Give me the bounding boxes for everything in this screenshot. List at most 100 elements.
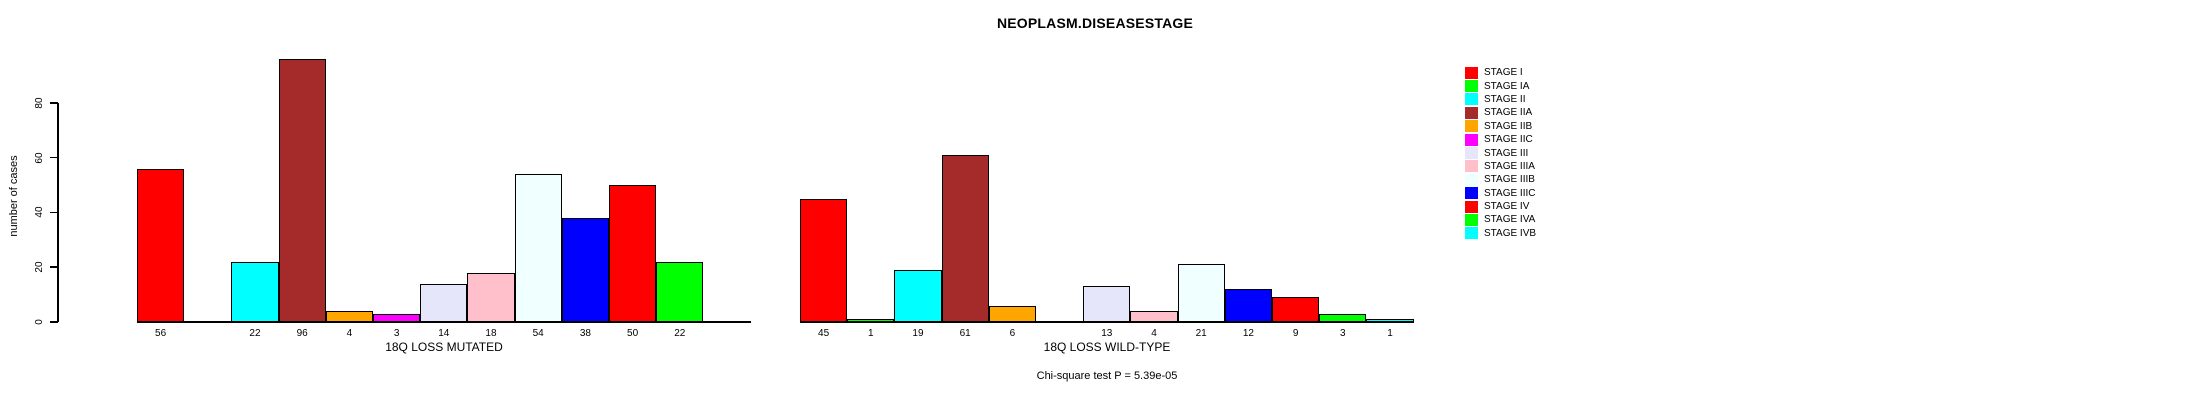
legend-swatch bbox=[1465, 93, 1478, 106]
bar-value-label: 6 bbox=[1009, 328, 1016, 339]
legend-label: STAGE IIC bbox=[1484, 134, 1533, 146]
legend-swatch bbox=[1465, 106, 1478, 119]
legend-item-stage-iii: STAGE III bbox=[1465, 146, 1536, 160]
legend-swatch bbox=[1465, 147, 1478, 160]
legend-swatch bbox=[1465, 66, 1478, 79]
y-axis-tick bbox=[50, 102, 58, 104]
legend-label: STAGE IVA bbox=[1484, 214, 1536, 226]
legend-swatch bbox=[1465, 133, 1478, 146]
y-axis-tick bbox=[50, 211, 58, 214]
bar-18q-loss-mutated-stage-iic bbox=[373, 313, 421, 322]
legend-label: STAGE IIB bbox=[1484, 120, 1533, 132]
y-axis-tick-label: 40 bbox=[33, 206, 45, 218]
legend-item-stage-i: STAGE I bbox=[1465, 66, 1536, 79]
bar-18q-loss-wild-type-stage-ii bbox=[894, 269, 942, 322]
bar-value-label: 50 bbox=[627, 328, 639, 339]
bar-value-label: 54 bbox=[532, 328, 544, 339]
bar-18q-loss-wild-type-stage-i bbox=[800, 198, 848, 322]
bar-18q-loss-wild-type-stage-iii bbox=[1083, 286, 1131, 322]
legend-label: STAGE IVB bbox=[1484, 227, 1537, 239]
bar-value-label: 14 bbox=[438, 328, 450, 339]
bar-18q-loss-wild-type-stage-iiic bbox=[1224, 289, 1272, 322]
legend-label: STAGE IIIC bbox=[1484, 187, 1536, 199]
y-axis-tick-label: 0 bbox=[33, 319, 45, 325]
bar-18q-loss-mutated-stage-iiib bbox=[514, 174, 562, 322]
legend-swatch bbox=[1465, 80, 1478, 93]
bar-value-label: 96 bbox=[296, 328, 308, 339]
legend-item-stage-ivb: STAGE IVB bbox=[1465, 227, 1536, 240]
bar-value-label: 56 bbox=[155, 328, 167, 339]
legend-swatch bbox=[1465, 187, 1478, 200]
bar-18q-loss-mutated-stage-iib bbox=[325, 311, 373, 322]
legend-swatch bbox=[1465, 200, 1478, 213]
y-axis-tick-label: 80 bbox=[33, 97, 45, 109]
bar-value-label: 22 bbox=[249, 328, 261, 339]
legend-item-stage-iiia: STAGE IIIA bbox=[1465, 160, 1536, 173]
bar-value-label: 1 bbox=[1387, 328, 1393, 339]
bar-18q-loss-mutated-stage-iiic bbox=[561, 217, 609, 322]
legend-item-stage-ia: STAGE IA bbox=[1465, 79, 1536, 93]
legend-label: STAGE IIA bbox=[1484, 107, 1533, 119]
bar-value-label: 9 bbox=[1292, 328, 1299, 339]
bar-value-label: 13 bbox=[1101, 328, 1113, 339]
legend-item-stage-iic: STAGE IIC bbox=[1465, 133, 1536, 146]
bar-value-label: 61 bbox=[959, 328, 971, 339]
y-axis-label: number of cases bbox=[8, 155, 20, 237]
bar-value-label: 19 bbox=[912, 328, 924, 339]
bar-value-label: 45 bbox=[818, 328, 830, 339]
bar-18q-loss-mutated-stage-iva bbox=[656, 261, 704, 322]
bar-18q-loss-mutated-stage-i bbox=[137, 168, 185, 322]
legend-swatch bbox=[1465, 173, 1478, 186]
bar-18q-loss-wild-type-stage-iia bbox=[941, 154, 989, 322]
bar-18q-loss-wild-type-stage-ia bbox=[847, 319, 895, 322]
bar-18q-loss-mutated-stage-iv bbox=[609, 185, 657, 322]
bar-18q-loss-wild-type-stage-iiib bbox=[1177, 264, 1225, 322]
bar-value-label: 12 bbox=[1242, 328, 1254, 339]
legend-item-stage-iiib: STAGE IIIB bbox=[1465, 173, 1536, 186]
legend-label: STAGE III bbox=[1484, 147, 1529, 159]
legend-item-stage-iva: STAGE IVA bbox=[1465, 213, 1536, 226]
legend-label: STAGE II bbox=[1484, 93, 1526, 105]
legend-swatch bbox=[1465, 120, 1478, 133]
bar-18q-loss-wild-type-stage-iiia bbox=[1130, 311, 1178, 322]
bar-18q-loss-mutated-stage-iiia bbox=[467, 272, 515, 322]
legend-item-stage-ii: STAGE II bbox=[1465, 93, 1536, 106]
chi-square-note: Chi-square test P = 5.39e-05 bbox=[1036, 370, 1178, 382]
bar-value-label: 3 bbox=[393, 328, 400, 339]
y-axis-tick-label: 20 bbox=[33, 261, 45, 273]
y-axis-tick bbox=[50, 321, 58, 323]
legend-swatch bbox=[1465, 213, 1478, 226]
legend-label: STAGE IIIA bbox=[1484, 160, 1535, 172]
legend-label: STAGE I bbox=[1484, 67, 1523, 79]
y-axis-tick bbox=[50, 266, 58, 268]
bar-value-label: 4 bbox=[346, 328, 353, 339]
bar-value-label: 4 bbox=[1151, 328, 1157, 339]
legend-item-stage-iib: STAGE IIB bbox=[1465, 120, 1536, 133]
bar-18q-loss-mutated-stage-iia bbox=[278, 58, 326, 322]
bar-18q-loss-wild-type-stage-ivb bbox=[1366, 319, 1414, 322]
legend-item-stage-iia: STAGE IIA bbox=[1465, 106, 1536, 119]
legend-swatch bbox=[1465, 227, 1478, 240]
bar-value-label: 22 bbox=[674, 328, 686, 339]
bar-value-label: 18 bbox=[485, 328, 497, 339]
bar-value-label: 21 bbox=[1195, 328, 1207, 339]
legend-swatch bbox=[1465, 160, 1478, 173]
bar-18q-loss-mutated-stage-ii bbox=[231, 261, 279, 322]
bar-value-label: 3 bbox=[1340, 328, 1346, 339]
x-axis-group-label-mutated: 18Q LOSS MUTATED bbox=[385, 340, 503, 354]
legend-item-stage-iv: STAGE IV bbox=[1465, 200, 1536, 213]
x-axis-group-label-wild-type: 18Q LOSS WILD-TYPE bbox=[1043, 340, 1171, 354]
bar-18q-loss-mutated-stage-iii bbox=[420, 283, 468, 322]
legend-item-stage-iiic: STAGE IIIC bbox=[1465, 187, 1536, 200]
bar-value-label: 38 bbox=[579, 328, 591, 339]
legend-label: STAGE IIIB bbox=[1484, 174, 1535, 186]
bar-18q-loss-wild-type-stage-iv bbox=[1272, 297, 1320, 322]
bar-value-label: 1 bbox=[868, 328, 874, 339]
y-axis-tick bbox=[50, 156, 58, 159]
legend-label: STAGE IV bbox=[1484, 201, 1530, 213]
bar-18q-loss-wild-type-stage-iib bbox=[988, 305, 1036, 322]
chart-title: NEOPLASM.DISEASESTAGE bbox=[996, 15, 1194, 31]
legend-label: STAGE IA bbox=[1484, 80, 1530, 92]
bar-18q-loss-wild-type-stage-iva bbox=[1319, 313, 1367, 322]
